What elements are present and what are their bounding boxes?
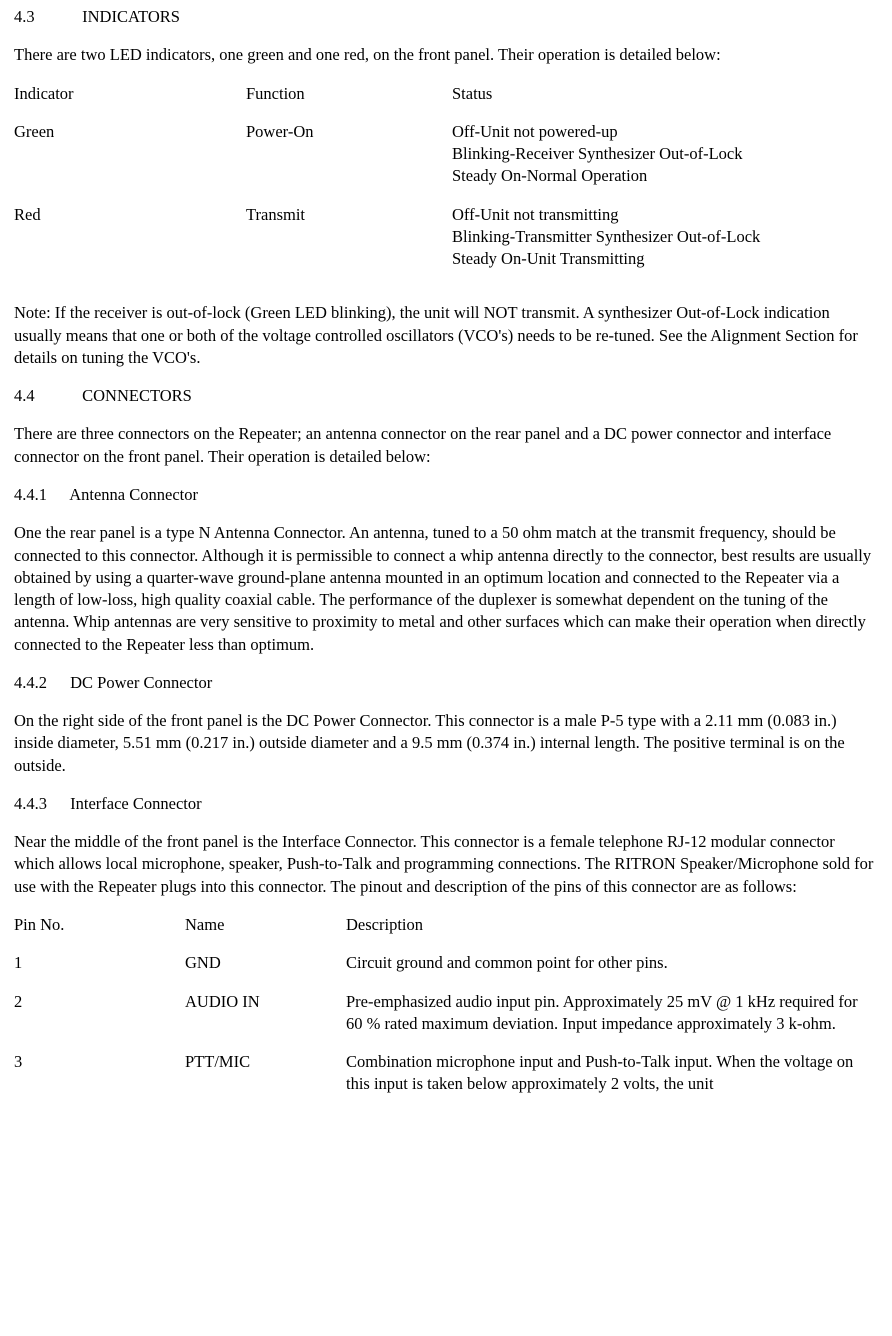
subsection-number: 4.4.3	[14, 793, 66, 815]
section-4-4-1-body: One the rear panel is a type N Antenna C…	[14, 522, 878, 656]
header-indicator: Indicator	[14, 83, 246, 121]
section-number: 4.4	[14, 385, 78, 407]
status-line: Steady On-Unit Transmitting	[452, 248, 872, 270]
cell-indicator: Green	[14, 121, 246, 204]
section-number: 4.3	[14, 6, 78, 28]
subsection-number: 4.4.2	[14, 672, 66, 694]
section-4-4-3-heading: 4.4.3 Interface Connector	[14, 793, 878, 815]
cell-indicator: Red	[14, 204, 246, 287]
status-line: Off-Unit not powered-up	[452, 121, 872, 143]
section-title: INDICATORS	[82, 7, 180, 26]
cell-status: Off-Unit not powered-up Blinking-Receive…	[452, 121, 878, 204]
section-4-4-3-body: Near the middle of the front panel is th…	[14, 831, 878, 898]
cell-function: Transmit	[246, 204, 452, 287]
table-row: 2 AUDIO IN Pre-emphasized audio input pi…	[14, 991, 878, 1052]
status-line: Off-Unit not transmitting	[452, 204, 872, 226]
section-title: CONNECTORS	[82, 386, 192, 405]
subsection-title: Interface Connector	[70, 794, 201, 813]
cell-pin-no: 3	[14, 1051, 185, 1112]
section-4-4-2-heading: 4.4.2 DC Power Connector	[14, 672, 878, 694]
section-4-4-1-heading: 4.4.1 Antenna Connector	[14, 484, 878, 506]
section-4-4-heading: 4.4 CONNECTORS	[14, 385, 878, 407]
table-header-row: Pin No. Name Description	[14, 914, 878, 952]
header-name: Name	[185, 914, 346, 952]
cell-pin-no: 2	[14, 991, 185, 1052]
section-4-3-heading: 4.3 INDICATORS	[14, 6, 878, 28]
cell-name: GND	[185, 952, 346, 990]
cell-name: AUDIO IN	[185, 991, 346, 1052]
cell-function: Power-On	[246, 121, 452, 204]
section-4-3-intro: There are two LED indicators, one green …	[14, 44, 878, 66]
pin-table: Pin No. Name Description 1 GND Circuit g…	[14, 914, 878, 1112]
cell-status: Off-Unit not transmitting Blinking-Trans…	[452, 204, 878, 287]
cell-name: PTT/MIC	[185, 1051, 346, 1112]
section-4-4-intro: There are three connectors on the Repeat…	[14, 423, 878, 468]
indicators-table: Indicator Function Status Green Power-On…	[14, 83, 878, 287]
cell-pin-no: 1	[14, 952, 185, 990]
section-4-3-note: Note: If the receiver is out-of-lock (Gr…	[14, 302, 878, 369]
header-status: Status	[452, 83, 878, 121]
status-line: Steady On-Normal Operation	[452, 165, 872, 187]
status-line: Blinking-Transmitter Synthesizer Out-of-…	[452, 226, 872, 248]
table-row: Green Power-On Off-Unit not powered-up B…	[14, 121, 878, 204]
cell-description: Combination microphone input and Push-to…	[346, 1051, 878, 1112]
header-description: Description	[346, 914, 878, 952]
table-row: 1 GND Circuit ground and common point fo…	[14, 952, 878, 990]
header-function: Function	[246, 83, 452, 121]
cell-description: Circuit ground and common point for othe…	[346, 952, 878, 990]
cell-description: Pre-emphasized audio input pin. Approxim…	[346, 991, 878, 1052]
table-header-row: Indicator Function Status	[14, 83, 878, 121]
subsection-number: 4.4.1	[14, 484, 66, 506]
table-row: 3 PTT/MIC Combination microphone input a…	[14, 1051, 878, 1112]
header-pin-no: Pin No.	[14, 914, 185, 952]
subsection-title: Antenna Connector	[69, 485, 198, 504]
subsection-title: DC Power Connector	[70, 673, 212, 692]
table-row: Red Transmit Off-Unit not transmitting B…	[14, 204, 878, 287]
status-line: Blinking-Receiver Synthesizer Out-of-Loc…	[452, 143, 872, 165]
section-4-4-2-body: On the right side of the front panel is …	[14, 710, 878, 777]
